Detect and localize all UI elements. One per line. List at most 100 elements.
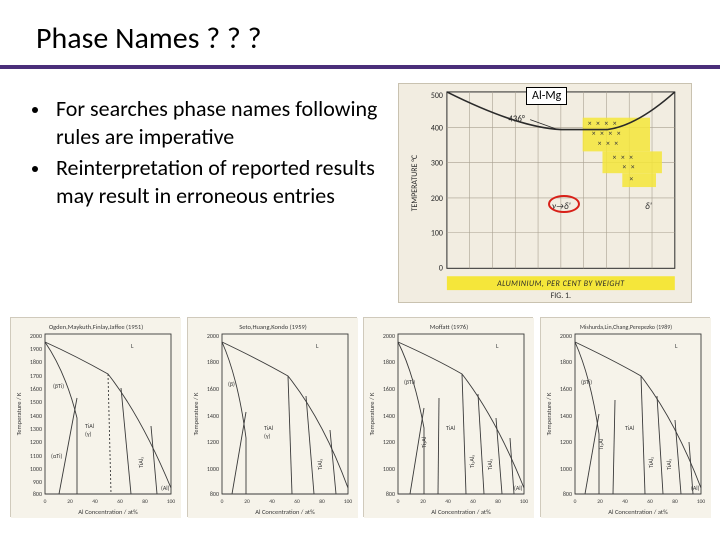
svg-text:Temperature / K: Temperature / K [545,392,553,435]
svg-text:1600: 1600 [560,385,572,393]
svg-text:δ': δ' [645,202,652,212]
svg-text:TEMPERATURE °C: TEMPERATURE °C [410,154,420,211]
svg-text:Ti₃Al: Ti₃Al [420,437,428,448]
svg-text:1800: 1800 [30,358,42,366]
svg-text:20: 20 [421,499,427,505]
svg-text:80: 80 [319,499,325,505]
svg-text:2000: 2000 [206,332,218,340]
svg-text:80: 80 [142,499,148,505]
svg-text:TiAl₃: TiAl₃ [486,459,494,470]
svg-text:1400: 1400 [383,412,395,420]
svg-text:Mishurda,Lin,Chang,Perepezko (: Mishurda,Lin,Chang,Perepezko (1989) [580,323,672,331]
svg-text:× ×: × × [622,163,635,171]
mini-phase-diagram: Mishurda,Lin,Chang,Perepezko (1989) 2000… [540,317,710,517]
svg-text:800: 800 [386,490,395,498]
svg-text:2000: 2000 [560,332,572,340]
svg-text:80: 80 [496,499,502,505]
svg-text:(β): (β) [228,380,235,388]
svg-text:TiAl₃: TiAl₃ [316,459,324,470]
svg-text:60: 60 [294,499,300,505]
bullet-text: For searches phase names following rules… [56,95,398,150]
svg-text:1000: 1000 [383,465,395,473]
svg-text:TiAl: TiAl [85,422,94,430]
svg-text:60: 60 [471,499,477,505]
svg-text:1200: 1200 [206,438,218,446]
svg-text:1000: 1000 [30,465,42,473]
svg-text:TiAl: TiAl [264,424,273,432]
mini-phase-diagram: Seto,Huang,Kondo (1959) 200018001600 140… [187,317,357,517]
svg-text:1600: 1600 [30,385,42,393]
svg-text:Al Concentration / at%: Al Concentration / at% [78,508,138,516]
svg-text:100: 100 [431,229,443,239]
top-phase-diagram: Al-Mg × × × × [398,83,692,303]
svg-text:0: 0 [397,499,400,505]
svg-text:1600: 1600 [383,385,395,393]
svg-text:(βTi): (βTi) [581,378,592,386]
svg-text:40: 40 [269,499,275,505]
svg-text:1800: 1800 [560,358,572,366]
temp-label: 436° [508,115,525,125]
svg-text:1400: 1400 [560,412,572,420]
svg-text:100: 100 [343,499,352,505]
svg-text:Seto,Huang,Kondo (1959): Seto,Huang,Kondo (1959) [239,323,307,331]
svg-text:80: 80 [672,499,678,505]
svg-text:TiAl₃: TiAl₃ [665,459,673,470]
svg-text:Temperature / K: Temperature / K [192,392,200,435]
list-item: Reinterpretation of reported results may… [32,154,398,209]
svg-text:TiAl: TiAl [625,424,634,432]
bullet-list: For searches phase names following rules… [18,83,398,303]
svg-text:(γ): (γ) [264,432,270,440]
svg-text:500: 500 [431,91,443,101]
highlight-circle-icon [548,195,580,213]
svg-text:1000: 1000 [206,465,218,473]
svg-text:Al Concentration / at%: Al Concentration / at% [608,508,668,516]
svg-text:1100: 1100 [30,452,42,460]
svg-text:800: 800 [210,490,219,498]
svg-text:TiAl: TiAl [446,424,455,432]
chart-system-label: Al-Mg [526,87,567,105]
svg-text:Moffatt (1976): Moffatt (1976) [430,323,468,331]
top-chart-svg: × × × × × × × × × × × × × × × × × 436° γ… [398,83,692,303]
svg-text:1300: 1300 [30,425,42,433]
svg-text:FIG. 1.: FIG. 1. [551,291,571,301]
svg-text:40: 40 [92,499,98,505]
svg-text:1900: 1900 [30,345,42,353]
svg-text:60: 60 [117,499,123,505]
bullet-text: Reinterpretation of reported results may… [56,154,398,209]
svg-text:×: × [629,175,633,183]
svg-text:ALUMINIUM, PER CENT BY WEIGHT: ALUMINIUM, PER CENT BY WEIGHT [496,279,625,289]
svg-text:1200: 1200 [560,438,572,446]
svg-text:× × ×: × × × [598,139,619,147]
bullet-dot-icon [32,107,38,113]
svg-text:100: 100 [697,499,706,505]
svg-text:(γ): (γ) [85,430,91,438]
mini-phase-diagram: Moffatt (1976) 200018001600 140012001000… [363,317,533,517]
page-title: Phase Names ? ? ? [36,20,720,57]
svg-text:200: 200 [431,194,443,204]
svg-text:100: 100 [520,499,529,505]
svg-text:(Al): (Al) [514,484,523,492]
svg-text:(Al): (Al) [691,484,700,492]
svg-text:40: 40 [622,499,628,505]
svg-text:× × × ×: × × × × [588,120,617,128]
svg-text:1400: 1400 [30,412,42,420]
svg-text:Al Concentration / at%: Al Concentration / at% [432,508,492,516]
svg-text:0: 0 [439,263,443,273]
list-item: For searches phase names following rules… [32,95,398,150]
mini-chart-row: Ogden,Maykuth,Finlay,Jaffee (1951) 20001… [0,311,720,527]
svg-text:1000: 1000 [560,465,572,473]
svg-text:20: 20 [597,499,603,505]
svg-text:400: 400 [431,124,443,134]
svg-text:TiAl₂: TiAl₂ [647,457,655,468]
svg-text:300: 300 [431,158,443,168]
svg-text:0: 0 [220,499,223,505]
svg-text:800: 800 [33,490,42,498]
svg-text:2000: 2000 [30,332,42,340]
svg-text:(βTi): (βTi) [404,378,415,386]
svg-text:1500: 1500 [30,398,42,406]
svg-text:(αTi): (αTi) [51,452,63,460]
svg-text:100: 100 [167,499,176,505]
svg-text:Temperature / K: Temperature / K [15,392,23,435]
svg-text:Ti₂Al₅: Ti₂Al₅ [468,455,476,468]
svg-text:1800: 1800 [383,358,395,366]
